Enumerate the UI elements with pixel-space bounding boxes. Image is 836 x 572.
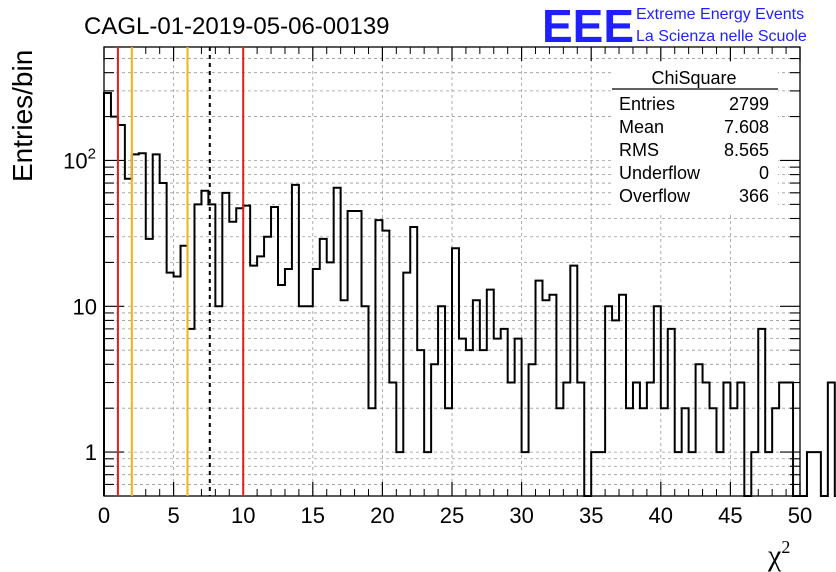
- eee-logo: EEE Extreme Energy Events La Scienza nel…: [542, 0, 807, 52]
- cut-lines: [116, 47, 245, 496]
- eee-logo-text: EEE: [542, 0, 634, 52]
- y-tick-label: 1: [85, 440, 97, 465]
- x-tick-label: 50: [788, 503, 812, 528]
- x-tick-label: 25: [440, 503, 464, 528]
- x-tick-label: 30: [509, 503, 533, 528]
- x-axis-label-base: χ: [767, 539, 782, 572]
- stats-title: ChiSquare: [651, 68, 736, 88]
- chart-title: CAGL-01-2019-05-06-00139: [84, 13, 390, 40]
- x-tick-label: 20: [370, 503, 394, 528]
- x-tick-label: 0: [98, 503, 110, 528]
- stats-rows: Entries 2799 Mean 7.608 RMS 8.565 Underflow 0 Ov…: [619, 94, 769, 206]
- y-tick-label: 10: [73, 294, 97, 319]
- x-tick-label: 40: [649, 503, 673, 528]
- stats-row-value: 0: [759, 163, 769, 183]
- stats-box-bg: [612, 63, 778, 213]
- x-axis-label-sup: 2: [781, 537, 790, 557]
- y-tick-label-sup: 2: [88, 145, 96, 162]
- x-tick-label: 15: [301, 503, 325, 528]
- histogram-line: [103, 92, 836, 497]
- x-tick-label: 35: [579, 503, 603, 528]
- x-tick-labels: 0 5 10 15 20 25 30 35 40 45 50: [98, 503, 812, 528]
- y-axis-label: Entries/bin: [7, 50, 38, 182]
- stats-row-label: Overflow: [619, 186, 691, 206]
- x-tick-label: 5: [167, 503, 179, 528]
- stats-row-value: 366: [739, 186, 769, 206]
- stats-row-value: 2799: [729, 94, 769, 114]
- stats-row-label: Mean: [619, 117, 664, 137]
- x-tick-label: 10: [231, 503, 255, 528]
- stats-row-label: Underflow: [619, 163, 701, 183]
- stats-row-label: Entries: [619, 94, 675, 114]
- y-tick-label-base: 10: [63, 148, 87, 173]
- stats-row-label: RMS: [619, 140, 659, 160]
- eee-logo-line1: Extreme Energy Events: [636, 6, 804, 23]
- x-axis-label: χ2: [767, 537, 790, 572]
- stats-row-value: 7.608: [724, 117, 769, 137]
- x-tick-label: 45: [718, 503, 742, 528]
- y-tick-label: 102: [63, 145, 96, 173]
- stats-box: ChiSquare Entries 2799 Mean 7.608 RMS 8.565 Un…: [612, 63, 778, 213]
- eee-logo-line2: La Scienza nelle Scuole: [636, 28, 807, 45]
- histogram: [103, 92, 836, 497]
- stats-row-value: 8.565: [724, 140, 769, 160]
